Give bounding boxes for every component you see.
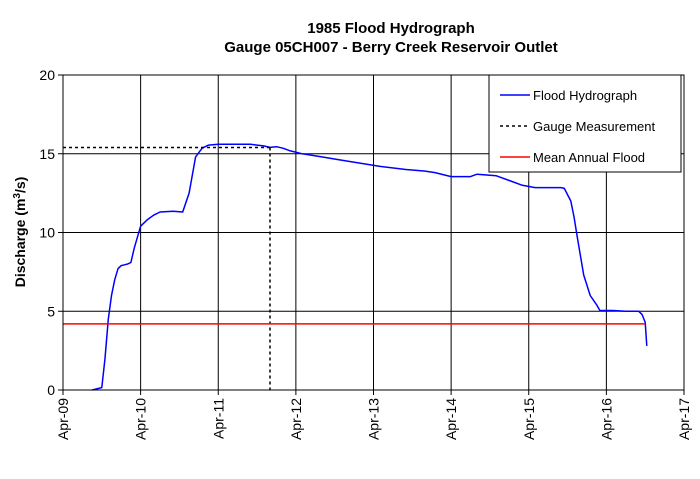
x-tick-label: Apr-15: [521, 398, 537, 440]
x-tick-label: Apr-11: [210, 398, 226, 439]
tick-labels: 0 5 10 15 20 Apr-09 Apr-10 Apr-11 Apr-12 Apr-13 Ap…: [39, 67, 692, 440]
x-tick-label: Apr-09: [55, 398, 71, 440]
legend-box: [488, 74, 682, 173]
x-tick-label: Apr-13: [366, 398, 382, 440]
x-tick-label: Apr-16: [598, 398, 614, 440]
y-axis-label-superscript: 3: [12, 193, 23, 199]
legend-label-gauge-measurement: Gauge Measurement: [533, 119, 656, 134]
chart-title: 1985 Flood Hydrograph: [307, 20, 475, 37]
y-tick-label: 15: [39, 146, 55, 162]
chart-subtitle: Gauge 05CH007 - Berry Creek Reservoir Ou…: [224, 39, 557, 56]
y-tick-label: 10: [39, 225, 55, 241]
x-tick-label: Apr-17: [676, 398, 692, 440]
legend-label-mean-annual-flood: Mean Annual Flood: [533, 150, 645, 165]
y-tick-label: 5: [47, 303, 55, 319]
y-tick-label: 20: [39, 67, 55, 83]
x-tick-label: Apr-12: [288, 398, 304, 440]
y-axis-label-unit: /s): [12, 177, 28, 193]
x-tick-label: Apr-14: [443, 398, 459, 440]
legend: Flood Hydrograph Gauge Measurement Mean …: [488, 74, 682, 173]
x-tick-label: Apr-10: [133, 398, 149, 440]
y-axis-label-main: Discharge (m: [12, 199, 28, 288]
series-flood-hydrograph-line: [91, 143, 648, 391]
legend-label-flood-hydrograph: Flood Hydrograph: [533, 88, 637, 103]
series-layer: [63, 143, 648, 391]
y-axis-label: Discharge (m3/s): [12, 177, 28, 288]
y-tick-label: 0: [47, 382, 55, 398]
plot-border: [62, 74, 685, 391]
axes: [58, 74, 685, 395]
